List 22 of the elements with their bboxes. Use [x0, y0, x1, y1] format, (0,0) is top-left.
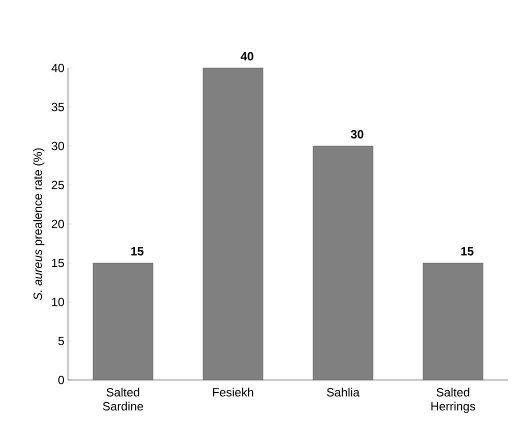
y-tick-label: 0 — [58, 376, 64, 384]
x-tick-label: Salted Sardine — [102, 388, 144, 410]
y-tick-label: 15 — [52, 258, 64, 268]
bar — [422, 262, 484, 380]
y-tick-label: 10 — [52, 298, 64, 306]
data-label: 15 — [131, 247, 144, 256]
x-tick-label: Fesiekh — [213, 388, 254, 397]
x-tick-label: Sahlia — [326, 388, 360, 397]
y-tick-label: 20 — [52, 220, 64, 228]
y-axis-title: S. aureus prealence rate (%) — [33, 148, 44, 300]
data-label: 40 — [240, 52, 254, 60]
bar — [92, 262, 154, 380]
y-tick-label: 35 — [52, 102, 64, 112]
x-tick-label: Salted Herrings — [431, 388, 476, 413]
y-tick-label: 30 — [52, 142, 64, 150]
bar — [202, 68, 264, 380]
bar — [312, 146, 374, 380]
data-label: 15 — [461, 247, 474, 256]
y-tick-label: 5 — [58, 336, 64, 346]
data-label: 30 — [350, 130, 364, 138]
y-tick-label: 40 — [51, 64, 64, 72]
y-tick-label: 25 — [52, 180, 64, 190]
